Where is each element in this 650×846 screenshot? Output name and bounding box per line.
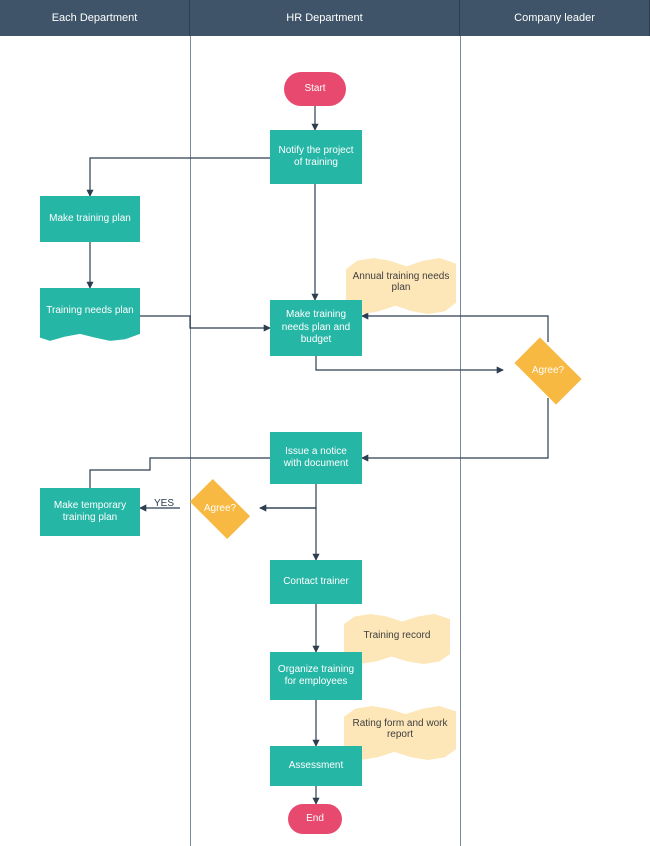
process-make-plan: Make training plan [40,196,140,242]
node-label: Notify the project of training [276,145,356,170]
note-text: Training record [364,630,431,641]
node-label: Issue a notice with document [276,446,356,471]
lane-header-leader: Company leader [460,0,650,36]
decision-agree-leader: Agree? [503,342,593,398]
lane-label: HR Department [286,12,362,24]
node-label: Training needs plan [46,305,133,318]
lane-divider [460,36,461,846]
node-label: Make temporary training plan [46,500,134,525]
process-contact-trainer: Contact trainer [270,560,362,604]
process-assessment: Assessment [270,746,362,786]
decision-agree-dept: Agree? [180,483,260,533]
node-label: Agree? [532,365,564,376]
end-terminator: End [288,804,342,834]
process-organize: Organize training for employees [270,652,362,700]
node-label: End [306,813,324,826]
lane-header-hr: HR Department [190,0,460,36]
lane-label: Company leader [514,12,595,24]
edge-label-no: YES [152,498,176,509]
lane-header-each-dept: Each Department [0,0,190,36]
node-label: Assessment [289,760,343,773]
process-notify: Notify the project of training [270,130,362,184]
node-label: Contact trainer [283,576,349,589]
edges-layer [0,0,650,846]
note-annual: Annual training needs plan [346,258,456,314]
note-text: Annual training needs plan [352,271,450,293]
process-make-budget: Make training needs plan and budget [270,300,362,356]
swimlane-canvas: Each Department HR Department Company le… [0,0,650,846]
lane-divider [190,36,191,846]
document-needs-plan: Training needs plan [40,288,140,342]
node-label: Make training needs plan and budget [276,309,356,347]
start-terminator: Start [284,72,346,106]
node-label: Organize training for employees [276,664,356,689]
node-label: Start [304,83,325,96]
process-make-temp: Make temporary training plan [40,488,140,536]
node-label: Agree? [204,503,236,514]
note-text: Rating form and work report [350,718,450,740]
process-issue-notice: Issue a notice with document [270,432,362,484]
lane-label: Each Department [52,12,138,24]
node-label: Make training plan [49,213,131,226]
